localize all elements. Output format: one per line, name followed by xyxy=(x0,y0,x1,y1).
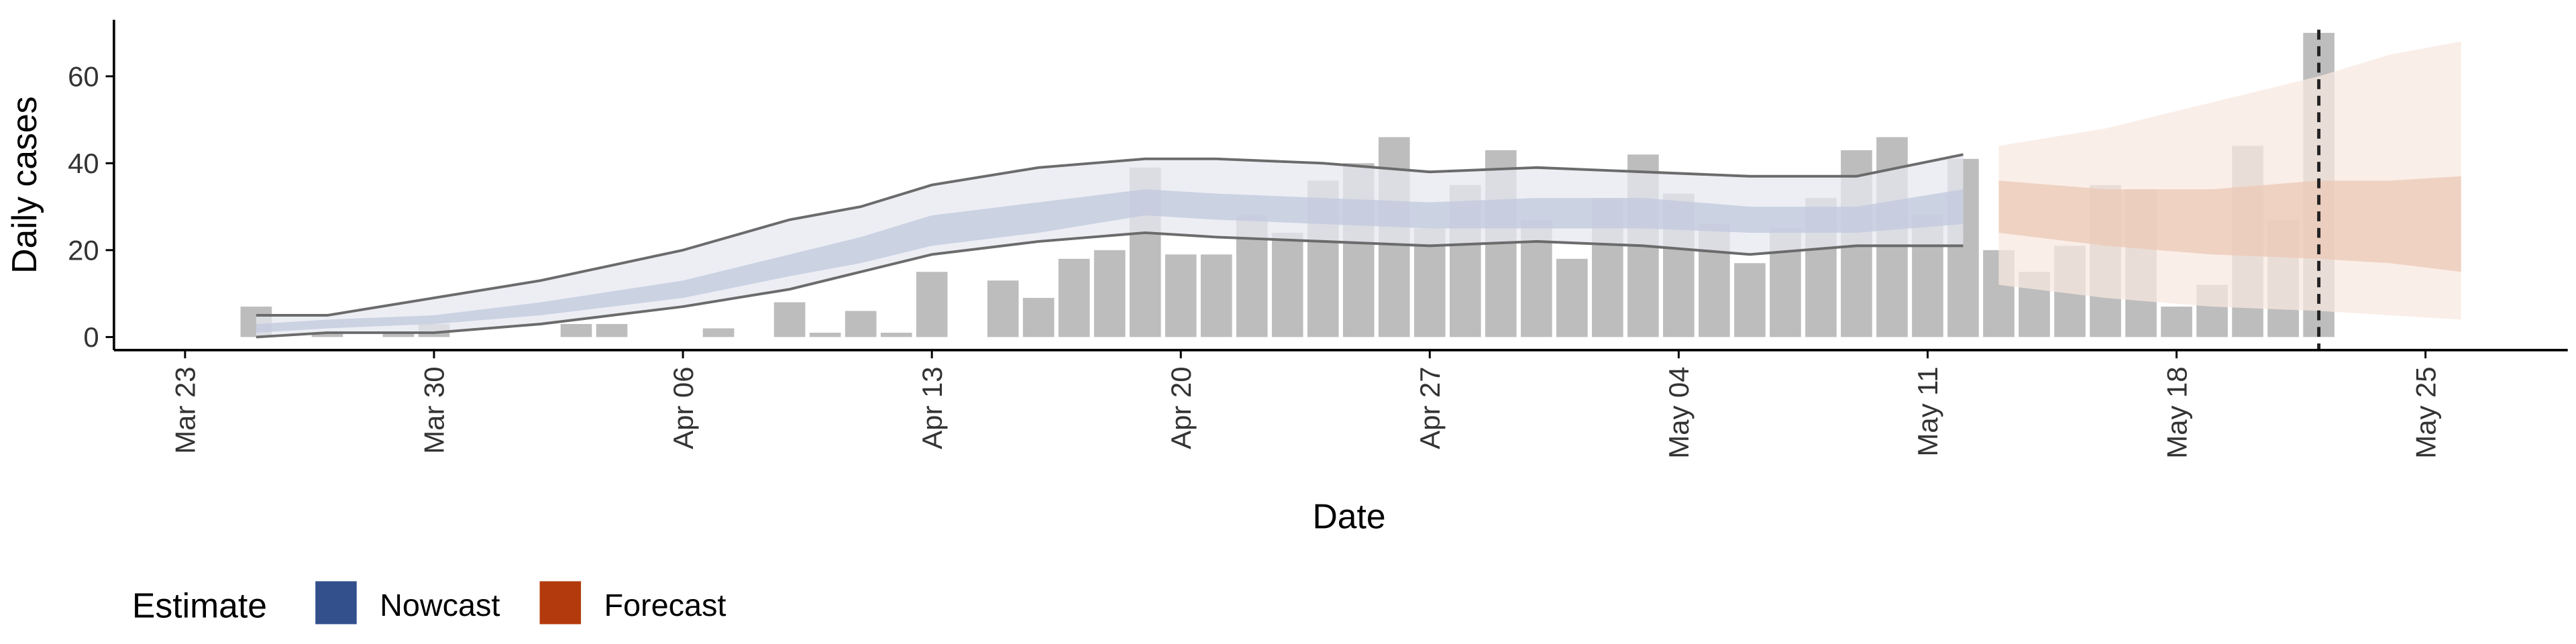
x-axis-title: Date xyxy=(1312,497,1385,536)
x-tick-label: May 11 xyxy=(1912,366,1943,456)
band-edge-line xyxy=(256,153,1964,317)
x-tick-label: Mar 23 xyxy=(170,366,201,453)
inner-band xyxy=(256,189,1964,333)
inner-band xyxy=(1998,176,2461,272)
bar xyxy=(382,332,415,337)
bar xyxy=(1022,298,1055,337)
bar xyxy=(596,323,628,337)
legend-key xyxy=(539,581,582,625)
bar xyxy=(845,311,877,337)
x-tick-label: May 18 xyxy=(2161,366,2192,458)
legend-label: Forecast xyxy=(604,588,726,623)
bar xyxy=(916,272,948,337)
y-tick-label: 0 xyxy=(83,321,99,353)
bar xyxy=(560,323,592,337)
x-tick-label: Apr 20 xyxy=(1165,366,1197,449)
band-edge-line xyxy=(256,231,1964,339)
bar xyxy=(880,332,912,337)
bar xyxy=(809,332,841,337)
x-tick-label: May 25 xyxy=(2410,366,2441,458)
legend-label: Nowcast xyxy=(380,588,500,623)
y-tick-label: 20 xyxy=(68,235,99,266)
y-tick-label: 60 xyxy=(68,61,99,93)
legend-key xyxy=(315,581,357,625)
bar xyxy=(1093,250,1126,337)
x-tick-label: Apr 27 xyxy=(1414,366,1446,449)
bar xyxy=(2161,307,2192,337)
x-tick-label: May 04 xyxy=(1663,366,1695,458)
x-tick-label: Apr 13 xyxy=(916,366,948,449)
y-axis-title: Daily cases xyxy=(5,97,44,274)
bar xyxy=(702,328,735,337)
bar xyxy=(1200,254,1232,337)
bar xyxy=(773,302,806,337)
legend-title: Estimate xyxy=(132,586,267,625)
x-tick-label: Mar 30 xyxy=(419,366,450,453)
y-tick-label: 40 xyxy=(68,148,99,179)
bar xyxy=(1271,232,1303,337)
bar xyxy=(1165,254,1197,337)
bar xyxy=(1734,263,1766,337)
bar xyxy=(987,280,1019,337)
bar xyxy=(1556,258,1588,337)
bar xyxy=(311,332,343,337)
bar xyxy=(1058,258,1090,337)
x-tick-label: Apr 06 xyxy=(667,366,699,449)
